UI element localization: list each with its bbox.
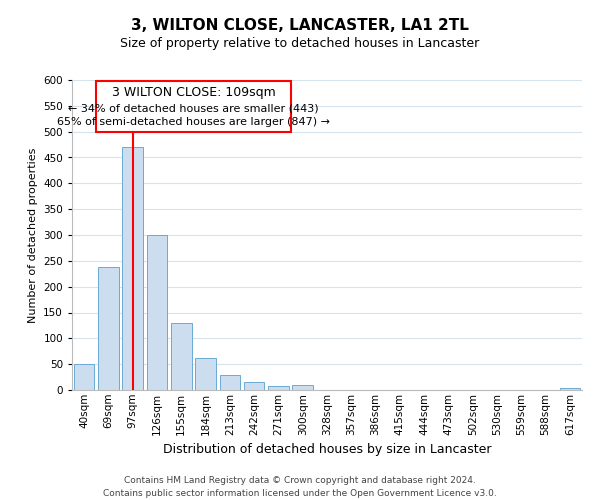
Text: 3 WILTON CLOSE: 109sqm: 3 WILTON CLOSE: 109sqm [112, 86, 275, 100]
FancyBboxPatch shape [96, 81, 290, 132]
Text: Size of property relative to detached houses in Lancaster: Size of property relative to detached ho… [121, 38, 479, 51]
Text: ← 34% of detached houses are smaller (443): ← 34% of detached houses are smaller (44… [68, 104, 319, 114]
Y-axis label: Number of detached properties: Number of detached properties [28, 148, 38, 322]
Text: Contains HM Land Registry data © Crown copyright and database right 2024.
Contai: Contains HM Land Registry data © Crown c… [103, 476, 497, 498]
Text: 65% of semi-detached houses are larger (847) →: 65% of semi-detached houses are larger (… [57, 118, 330, 128]
Bar [220, 374, 240, 390]
Bar [560, 388, 580, 390]
Bar [122, 147, 143, 390]
Bar [98, 267, 119, 390]
Bar [74, 364, 94, 390]
Bar [292, 385, 313, 390]
Bar [244, 382, 265, 390]
Bar [268, 386, 289, 390]
Bar [195, 358, 216, 390]
Bar [146, 235, 167, 390]
Text: 3, WILTON CLOSE, LANCASTER, LA1 2TL: 3, WILTON CLOSE, LANCASTER, LA1 2TL [131, 18, 469, 32]
X-axis label: Distribution of detached houses by size in Lancaster: Distribution of detached houses by size … [163, 443, 491, 456]
Bar [171, 323, 191, 390]
